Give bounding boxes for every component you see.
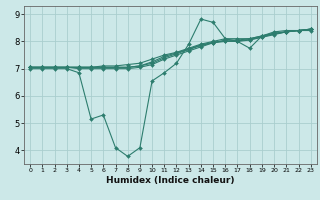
- X-axis label: Humidex (Indice chaleur): Humidex (Indice chaleur): [106, 176, 235, 185]
